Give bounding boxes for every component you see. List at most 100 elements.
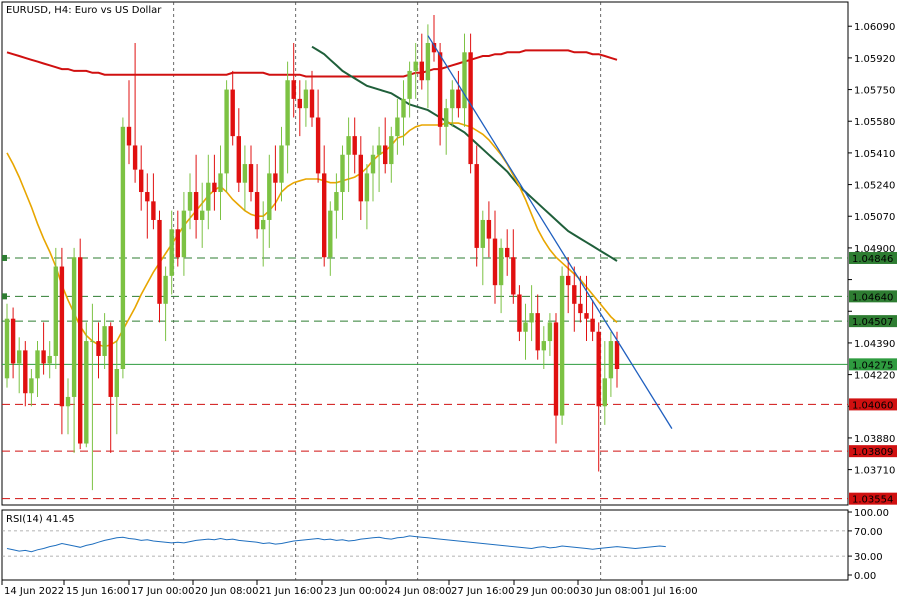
price-level-label: 1.04640	[852, 292, 893, 303]
candle-body	[193, 192, 199, 220]
candle-body	[370, 154, 376, 174]
candle-body	[175, 229, 180, 258]
candle-body	[187, 192, 193, 211]
price-level-tag	[849, 398, 897, 411]
candle-body	[358, 154, 363, 202]
y-tick-label: 1.04900	[854, 244, 895, 255]
candle-body	[224, 89, 229, 174]
candle-body	[248, 164, 254, 193]
candle-body	[273, 173, 278, 183]
candle-body	[383, 145, 388, 165]
candle-body	[212, 182, 217, 193]
x-tick-label: 20 Jun 08:00	[195, 586, 259, 597]
candle-body	[108, 326, 113, 397]
candle-body	[157, 219, 162, 304]
candle-body	[517, 294, 522, 332]
price-level-label: 1.04060	[852, 400, 893, 411]
candle-body	[419, 61, 424, 81]
candle-body	[407, 70, 412, 99]
price-level-label: 1.04275	[852, 360, 893, 371]
candle-body	[413, 61, 418, 71]
y-tick-label: 1.05070	[854, 212, 895, 223]
candle-body	[547, 322, 553, 342]
candle-body	[181, 210, 187, 258]
candle-body	[291, 80, 296, 99]
y-tick-label: 1.05920	[854, 54, 895, 65]
candle-body	[584, 313, 589, 319]
rsi-line	[6, 535, 666, 553]
candle-body	[78, 257, 83, 444]
candle-body	[84, 341, 89, 444]
candle-body	[102, 326, 107, 356]
candle-body	[120, 126, 126, 370]
candle-body	[486, 219, 492, 239]
y-tick-label: 1.03710	[854, 466, 895, 477]
candle-body	[523, 322, 528, 332]
candle-body	[505, 247, 510, 258]
candle-body	[4, 318, 10, 379]
candle-body	[10, 318, 16, 364]
candle-body	[596, 331, 601, 407]
candle-body	[279, 145, 284, 183]
candle-body	[389, 136, 394, 165]
rsi-tick-label: 100.00	[854, 508, 889, 519]
chart-title: EURUSD, H4: Euro vs US Dollar	[6, 5, 162, 16]
candle-body	[401, 98, 406, 118]
candle-body	[437, 52, 443, 127]
candle-body	[230, 89, 235, 137]
rsi-plot-frame	[1, 509, 849, 581]
y-tick-label: 1.05240	[854, 181, 895, 192]
candle-body	[395, 117, 400, 137]
price-level-label: 1.03809	[852, 447, 893, 458]
candle-body	[480, 219, 485, 248]
candle-body	[65, 396, 71, 407]
candle-body	[17, 350, 22, 364]
candle-body	[151, 201, 156, 220]
candle-body	[41, 350, 46, 364]
candle-body	[352, 136, 357, 155]
candle-body	[322, 173, 327, 258]
rsi-title: RSI(14) 41.45	[6, 514, 75, 525]
candle-body	[236, 136, 241, 183]
price-level-tag	[849, 358, 897, 371]
price-level-label: 1.03554	[852, 495, 893, 506]
candle-body	[498, 247, 504, 286]
candle-body	[590, 318, 595, 332]
candle-body	[96, 341, 101, 356]
candle-body	[559, 275, 565, 416]
y-tick-label: 1.05580	[854, 117, 895, 128]
candle-body	[529, 313, 534, 323]
price-level-tag	[849, 445, 897, 458]
x-tick-label: 27 Jun 16:00	[451, 586, 515, 597]
y-tick-label: 1.05750	[854, 86, 895, 97]
candle-body	[492, 238, 498, 286]
candle-body	[334, 192, 339, 211]
candle-body	[71, 257, 77, 397]
candle-body	[340, 154, 345, 193]
candle-body	[364, 173, 370, 202]
candle-body	[450, 89, 455, 109]
candle-body	[90, 341, 95, 343]
candle-body	[468, 52, 473, 165]
candle-body	[285, 80, 290, 146]
rsi-tick-label: 30.00	[854, 552, 883, 563]
candle-body	[53, 266, 58, 356]
candle-body	[29, 378, 34, 394]
x-tick-label: 23 Jun 00:00	[324, 586, 388, 597]
candle-body	[602, 378, 607, 407]
rsi-tick-label: 70.00	[854, 527, 883, 538]
candle-body	[535, 313, 540, 351]
candle-body	[541, 341, 546, 351]
y-tick-label: 1.03880	[854, 434, 895, 445]
price-level-tag	[849, 251, 897, 264]
level-left-marker	[2, 293, 7, 300]
candle-body	[511, 257, 516, 295]
candle-body	[132, 145, 138, 170]
candle-body	[425, 42, 431, 81]
y-tick-label: 1.04220	[854, 371, 895, 382]
candle-body	[474, 164, 479, 248]
candle-body	[206, 182, 211, 211]
candle-body	[462, 52, 467, 109]
